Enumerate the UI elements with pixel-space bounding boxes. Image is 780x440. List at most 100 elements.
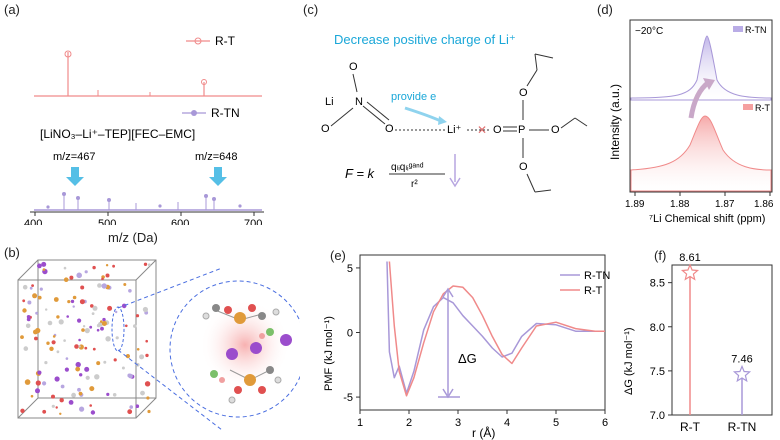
peak1-arrow	[66, 167, 84, 186]
f-ylabel: ΔG (kJ mol⁻¹)	[623, 327, 635, 395]
molecule-dot	[63, 266, 67, 270]
d-xtick-0: 1.89	[625, 199, 645, 210]
c-li: Li	[325, 96, 334, 108]
molecule-dot	[32, 293, 38, 299]
f-ytick-label: 7.0	[650, 410, 665, 422]
molecule-dot	[51, 404, 55, 408]
formula-a: [LiNO₃–Li⁺–TEP][FEC–EMC]	[40, 127, 195, 141]
molecule-dot	[39, 287, 43, 291]
molecule-dot	[41, 261, 47, 267]
molecule-dot	[80, 285, 85, 290]
c-o-left: O	[321, 123, 330, 135]
molecule-dot	[34, 336, 38, 341]
c-cross-icon: ✕	[477, 123, 487, 137]
e-xtick-label: 4	[504, 417, 510, 429]
molecule-dot	[49, 346, 54, 351]
molecule-dot	[68, 400, 74, 405]
d-legend-rtn: R-TN	[745, 25, 767, 35]
e-legend-rt: R-T	[584, 285, 603, 297]
molecule-dot	[72, 295, 77, 300]
molecule-dot	[78, 338, 81, 342]
molecule-dot	[46, 341, 50, 345]
molecule-dot	[92, 265, 96, 270]
molecule-dot	[74, 344, 79, 349]
molecule-dot	[35, 380, 41, 386]
molecule-dot	[105, 264, 109, 267]
molecule-dot	[96, 361, 101, 366]
molecule-dot	[51, 394, 55, 399]
molecule-dot	[78, 391, 83, 396]
molecule-dot	[84, 346, 88, 350]
molecule-dot	[42, 381, 47, 386]
molecule-dot	[26, 315, 31, 319]
peak2-arrow	[209, 167, 227, 186]
f-star-marker	[732, 364, 752, 383]
molecule-dot	[37, 370, 42, 375]
e-xlabel: r (Å)	[472, 425, 495, 440]
molecule-dot	[113, 358, 117, 362]
c-p: P	[518, 124, 525, 136]
d-rtn-peak	[630, 35, 772, 101]
molecule-dot	[127, 409, 133, 415]
molecule-dot	[135, 404, 140, 408]
f-ytick-label: 7.5	[650, 366, 665, 378]
a-xtick-2: 600	[171, 218, 189, 225]
e-ytick-label: -5	[343, 392, 353, 404]
molecule-dot	[135, 314, 140, 318]
molecule-dot	[72, 305, 75, 308]
panel-d-chart: −20°C R-TN R-T 1.89 1.88 1.87 1.86 ⁷Li C…	[608, 19, 774, 225]
a-xtick-0: 400	[24, 218, 42, 225]
molecule-dot	[129, 405, 133, 409]
f-category-label: R-TN	[728, 420, 757, 434]
molecule-dot	[22, 299, 26, 303]
molecule-dot	[103, 360, 107, 364]
legend-rtn-a: R-TN	[211, 106, 240, 120]
molecule-dot	[42, 409, 47, 414]
molecule-dot	[70, 299, 75, 304]
molecule-dot	[84, 270, 88, 274]
a-xlabel: m/z (Da)	[108, 230, 158, 245]
molecule-dot	[56, 350, 60, 354]
molecule-dot	[84, 328, 90, 334]
molecule-dot	[105, 273, 110, 278]
c-eq-den: r²	[411, 179, 418, 190]
molecule-dot	[76, 272, 82, 279]
molecule-dot	[65, 357, 69, 360]
molecule-dot	[63, 339, 66, 342]
panel-e-label: (e)	[330, 248, 346, 263]
molecule-dot	[22, 284, 28, 290]
cluster-molecule	[202, 304, 292, 404]
e-series-group	[386, 261, 605, 397]
f-value-label: 8.61	[679, 252, 700, 264]
e-xtick-label: 2	[406, 417, 412, 429]
e-series-line-r-t	[388, 261, 605, 397]
molecule-dot	[107, 305, 113, 311]
molecule-dot	[60, 384, 65, 389]
molecule-dot	[112, 264, 115, 268]
molecule-dot	[71, 392, 76, 398]
panel-d-label: (d)	[597, 2, 613, 17]
molecule-dot	[98, 321, 103, 327]
c-n: N	[355, 96, 363, 108]
c-o-right: O	[385, 123, 394, 135]
molecule-dot	[52, 335, 56, 338]
e-ytick-label: 0	[347, 328, 353, 340]
molecule-dot	[125, 324, 128, 328]
e-xtick-label: 6	[602, 417, 608, 429]
c-headline: Decrease positive charge of Li⁺	[334, 32, 516, 47]
molecule-dot	[35, 311, 38, 315]
molecule-dot	[115, 336, 119, 340]
d-temp: −20°C	[635, 26, 663, 37]
molecule-dot	[78, 345, 81, 348]
molecule-dot	[53, 297, 59, 302]
e-delta-g: ΔG	[458, 351, 477, 366]
d-xlabel: ⁷Li Chemical shift (ppm)	[649, 213, 765, 225]
molecule-dot	[47, 320, 53, 326]
molecule-dot	[37, 295, 42, 300]
md-box-cube	[17, 259, 157, 419]
molecule-dot	[75, 366, 81, 372]
molecule-dot	[139, 354, 145, 360]
molecule-dot	[20, 408, 25, 413]
c-eq-num: qₗᵢqₗᵢᵍᵃⁿᵈ	[391, 162, 424, 173]
molecule-dot	[77, 318, 82, 323]
